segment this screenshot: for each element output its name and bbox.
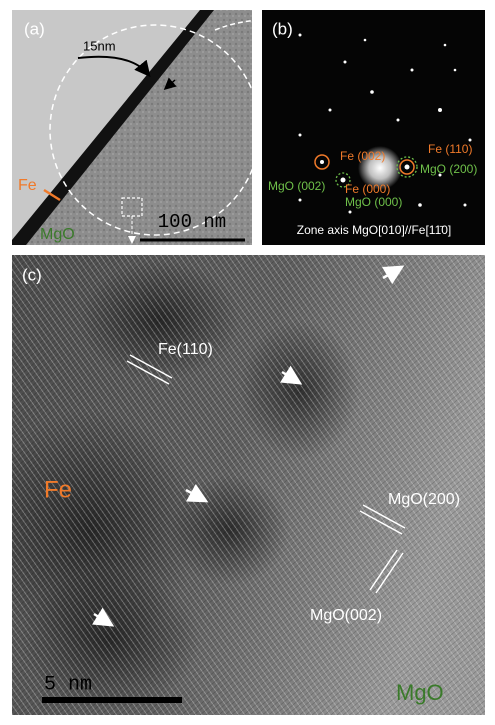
spot-label: MgO (200) — [420, 162, 477, 176]
spot-label: Fe (000) — [345, 182, 390, 196]
annotation: Fe — [44, 476, 72, 503]
annotation: MgO(002) — [310, 607, 382, 624]
panel-label: (c) — [22, 265, 42, 284]
zone-axis: Zone axis MgO[010]//Fe[11̄0] — [297, 223, 452, 237]
scale-bar-label: 100 nm — [158, 211, 226, 233]
spot-label: MgO (002) — [268, 179, 325, 193]
annotation: Fe(110) — [158, 341, 213, 358]
annotation: MgO(200) — [388, 491, 460, 508]
panel-label: (b) — [272, 19, 293, 38]
annotation: 15nm — [83, 38, 116, 53]
spot-label: Fe (002) — [340, 149, 385, 163]
annotation: MgO — [40, 226, 75, 243]
scale-bar-label: 5 nm — [44, 673, 92, 696]
spot-label: Fe (110) — [428, 142, 472, 156]
spot-label: MgO (000) — [345, 195, 402, 209]
annotation: Fe — [18, 177, 37, 194]
panel-label: (a) — [24, 19, 45, 38]
annotation: MgO — [396, 680, 444, 705]
panel-a — [12, 10, 252, 245]
panel-c — [12, 255, 485, 715]
panel-b — [262, 10, 485, 245]
